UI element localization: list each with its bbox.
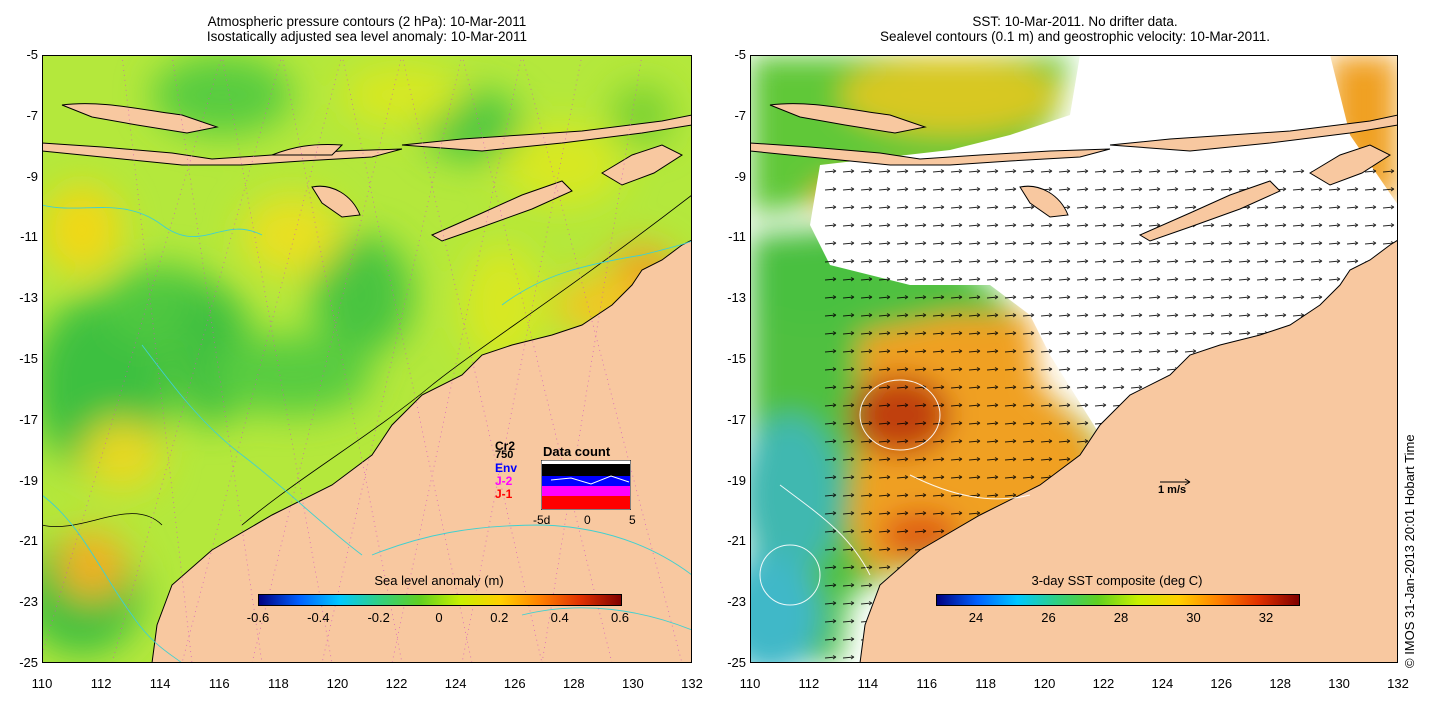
- right-x-tick: 112: [798, 676, 820, 691]
- right-x-tick: 116: [916, 676, 938, 691]
- velocity-scale-arrow: [1160, 473, 1200, 486]
- inset-xtick-2: 5: [629, 513, 636, 527]
- left-x-tick: 128: [562, 676, 585, 691]
- colorbar-tick: 26: [1041, 610, 1056, 625]
- right-y-tick: -25: [727, 655, 746, 670]
- satellite-legend: Cr2 750 Env J-2 J-1: [495, 440, 517, 501]
- left-y-tick: -13: [19, 290, 38, 306]
- right-y-tick: -19: [727, 472, 746, 488]
- left-x-tick: 124: [444, 676, 467, 691]
- left-title-line1: Atmospheric pressure contours (2 hPa): 1…: [207, 14, 527, 29]
- colorbar-tick: -0.4: [307, 610, 330, 625]
- right-x-tick: 126: [1210, 676, 1233, 691]
- colorbar-tick: 0.2: [490, 610, 509, 625]
- data-count-histogram: [540, 459, 632, 511]
- right-x-tick: 128: [1269, 676, 1292, 691]
- right-y-tick: -7: [734, 107, 746, 123]
- colorbar-tick: 30: [1186, 610, 1201, 625]
- colorbar-tick: -0.6: [246, 610, 270, 625]
- sst-map[interactable]: [720, 55, 1400, 675]
- left-x-tick: 118: [267, 676, 289, 691]
- left-x-tick: 132: [681, 676, 703, 691]
- left-y-tick: -23: [19, 594, 38, 610]
- colorbar-tick: 0: [435, 610, 443, 625]
- left-x-tick: 120: [326, 676, 349, 691]
- left-title-line2: Isostatically adjusted sea level anomaly…: [206, 29, 528, 44]
- left-colorbar-label: Sea level anomaly (m): [374, 573, 504, 588]
- right-y-tick: -17: [727, 411, 746, 427]
- right-title-line1: SST: 10-Mar-2011. No drifter data.: [972, 14, 1178, 29]
- colorbar-tick: 0.4: [550, 610, 569, 625]
- right-x-tick: 118: [975, 676, 996, 691]
- data-count-inset: Cr2 750 Env J-2 J-1 Data count -5d 0 5: [495, 440, 645, 530]
- sea-level-anomaly-map-graphic: [22, 54, 693, 664]
- left-x-tick: 122: [385, 676, 408, 691]
- right-x-tick: 130: [1328, 676, 1350, 691]
- colorbar-tick: 32: [1258, 610, 1274, 625]
- left-x-tick: 116: [208, 676, 230, 691]
- colorbar-tick: 24: [968, 610, 984, 625]
- right-y-tick: -13: [727, 290, 746, 306]
- right-x-tick: 132: [1387, 676, 1409, 691]
- velocity-scale-label: 1 m/s: [1158, 484, 1187, 496]
- left-y-tick: -17: [19, 411, 38, 427]
- left-x-tick: 114: [149, 676, 171, 691]
- right-title-line2: Sealevel contours (0.1 m) and geostrophi…: [880, 29, 1270, 44]
- inset-xtick-0: -5d: [533, 513, 551, 527]
- left-y-tick: -5: [26, 47, 38, 62]
- left-x-tick: 126: [503, 676, 526, 691]
- colorbar-tick: 0.6: [610, 610, 630, 625]
- right-x-tick: 122: [1092, 676, 1115, 691]
- legend-env: Env: [495, 461, 518, 475]
- sea-level-anomaly-map[interactable]: [22, 54, 693, 664]
- colorbar-tick: 28: [1113, 610, 1129, 625]
- left-map-title: Atmospheric pressure contours (2 hPa): 1…: [42, 14, 692, 44]
- right-x-tick: 120: [1033, 676, 1056, 691]
- left-x-tick: 112: [90, 676, 112, 691]
- legend-j1: J-1: [495, 487, 513, 501]
- right-y-tick: -9: [734, 168, 746, 184]
- left-x-tick: 110: [31, 676, 53, 691]
- data-count-title: Data count: [543, 444, 611, 459]
- colorbar-tick: -0.2: [367, 610, 390, 625]
- left-x-tick: 130: [622, 676, 644, 691]
- legend-cr2: Cr2: [495, 439, 516, 453]
- left-y-tick: -25: [19, 655, 38, 670]
- right-y-tick: -15: [727, 351, 746, 366]
- right-y-tick: -11: [728, 229, 746, 245]
- left-y-tick: -9: [26, 168, 38, 184]
- right-y-tick: -5: [734, 47, 746, 62]
- legend-count: 750: [495, 449, 514, 461]
- left-y-tick: -19: [19, 472, 38, 488]
- right-x-tick: 110: [739, 676, 761, 691]
- left-y-tick: -11: [20, 229, 38, 245]
- right-y-tick: -23: [727, 594, 746, 610]
- credit-text: © IMOS 31-Jan-2013 20:01 Hobart Time: [1402, 434, 1417, 668]
- legend-j2: J-2: [495, 474, 513, 488]
- sst-map-graphic: [720, 55, 1400, 675]
- left-y-tick: -15: [19, 351, 38, 366]
- left-colorbar: [258, 594, 622, 606]
- left-y-tick: -21: [19, 533, 38, 549]
- right-y-tick: -21: [727, 533, 746, 549]
- right-map-title: SST: 10-Mar-2011. No drifter data. Seale…: [750, 14, 1400, 44]
- right-colorbar: [936, 594, 1300, 606]
- right-x-tick: 114: [857, 676, 879, 691]
- left-y-tick: -7: [26, 107, 38, 123]
- right-colorbar-label: 3-day SST composite (deg C): [1031, 573, 1203, 588]
- inset-xtick-1: 0: [584, 513, 591, 527]
- right-x-tick: 124: [1151, 676, 1174, 691]
